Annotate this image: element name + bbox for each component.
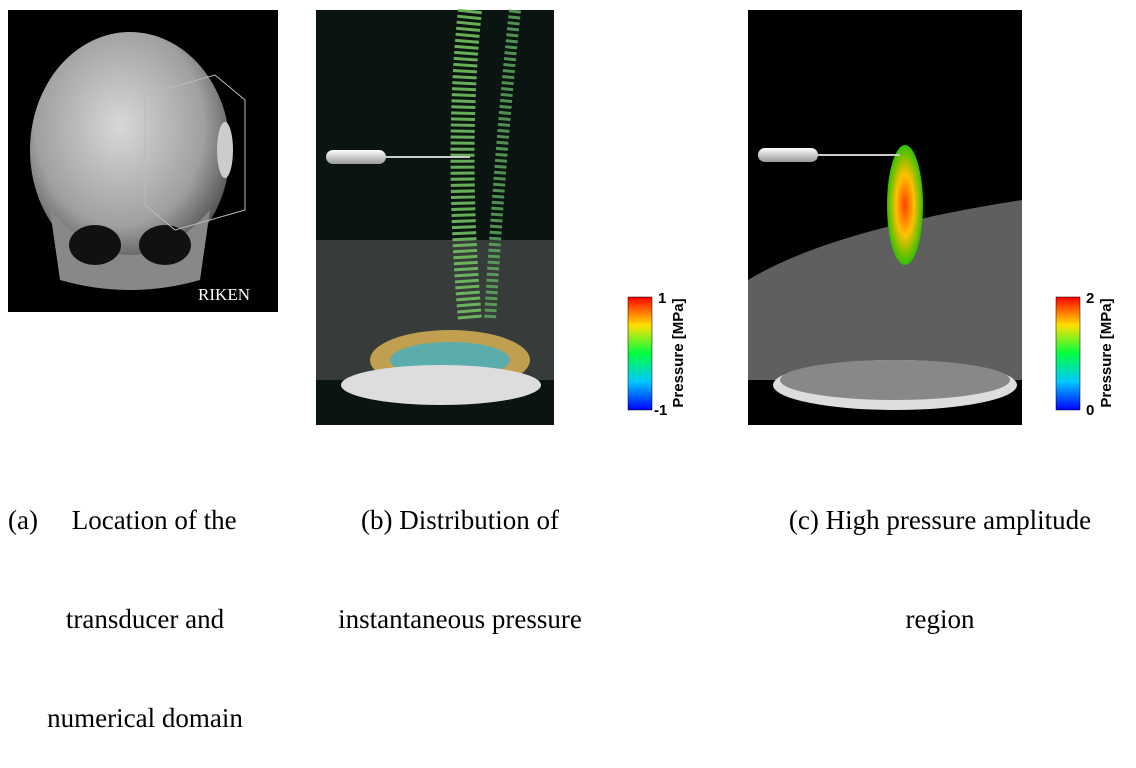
caption: (b) Distribution of instantaneous pressu… [320,438,600,669]
caption-line: (c) High pressure amplitude [788,505,1092,535]
caption: (c) High pressure amplitude region [770,438,1110,669]
amplitude-image [748,10,1022,425]
caption-line: region [905,604,975,634]
page: RIKEN 1 -1 Pressure [MPa] 2 0 Pressure [… [8,8,1115,733]
colorbar [1055,296,1081,411]
colorbar-min: -1 [654,402,667,419]
figure: RIKEN 1 -1 Pressure [MPa] 2 0 Pressure [… [8,8,1115,425]
colorbar-max: 2 [1086,290,1094,307]
image-label: RIKEN [198,285,250,304]
colorbar-max: 1 [658,290,666,307]
pressure-image [316,8,554,425]
caption-line: (b) Distribution of [361,505,559,535]
caption-line: transducer and [65,604,225,634]
colorbar-min: 0 [1086,402,1094,419]
colorbar [627,296,653,411]
caption-line: numerical domain [47,703,243,733]
caption: (a) Location of the transducer and numer… [0,438,290,768]
skull-image: RIKEN [8,10,278,312]
colorbar-label: Pressure [MPa] [1098,298,1115,407]
caption-line: instantaneous pressure [338,604,582,634]
caption-line: (a) Location of the [8,505,237,535]
colorbar-label: Pressure [MPa] [670,298,687,407]
